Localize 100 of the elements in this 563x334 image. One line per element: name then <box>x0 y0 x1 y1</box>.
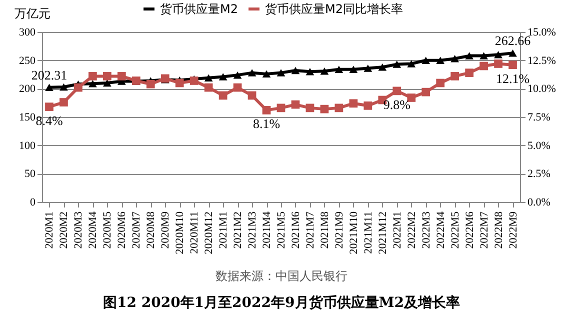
y2-tick-label: 0.0% <box>528 196 550 208</box>
x-tick-label: 2020M5 <box>102 211 114 249</box>
point <box>306 68 314 76</box>
x-tick-label: 2022M6 <box>464 211 476 249</box>
point <box>392 60 402 68</box>
point <box>175 78 184 88</box>
data-label: 202.31 <box>31 67 68 82</box>
y2-tick-label: 12.5% <box>528 54 556 67</box>
point <box>218 91 228 100</box>
point <box>407 60 416 68</box>
x-tick-label: 2020M4 <box>87 211 100 249</box>
x-tick-label: 2020M9 <box>160 211 172 249</box>
y-tick-label: 300 <box>19 26 36 38</box>
y-tick-label: 200 <box>19 83 36 96</box>
source-note: 数据来源：中国人民银行 <box>214 268 348 285</box>
point <box>378 64 387 71</box>
point <box>334 66 344 74</box>
point <box>45 102 54 111</box>
point <box>494 51 502 58</box>
point <box>262 106 271 114</box>
x-tick-label: 2020M6 <box>116 211 128 249</box>
y2-tick-label: 5.0% <box>528 140 550 152</box>
y-tick-label: 0 <box>30 196 36 208</box>
point <box>364 64 372 72</box>
point <box>233 83 242 92</box>
point <box>422 88 430 96</box>
point <box>60 98 68 106</box>
text: 图12 2020年1月至2022年9月货币供应量M2及增长率 <box>102 294 461 312</box>
y-tick-label: 250 <box>19 54 36 67</box>
point <box>248 69 256 76</box>
data-label: 12.1% <box>496 70 530 86</box>
x-tick-label: 2021M6 <box>290 211 302 249</box>
x-tick-label: 2021M10 <box>348 211 360 254</box>
point <box>364 101 372 110</box>
x-tick-label: 2021M9 <box>333 211 346 249</box>
point <box>508 50 517 57</box>
x-tick-label: 2020M10 <box>174 211 186 254</box>
point <box>45 84 54 91</box>
point <box>218 73 228 80</box>
point <box>320 104 329 114</box>
point <box>349 66 358 74</box>
x-tick-label: 2021M7 <box>304 211 316 249</box>
y-tick-label: 50 <box>24 168 36 180</box>
point <box>392 86 402 96</box>
y2-tick-label: 15.0% <box>528 26 556 38</box>
point <box>88 80 97 88</box>
point <box>450 55 459 62</box>
point <box>494 60 502 68</box>
point <box>436 56 445 64</box>
point <box>422 56 430 64</box>
point <box>88 72 97 80</box>
x-tick-label: 2021M8 <box>318 211 331 249</box>
x-tick-label: 2020M7 <box>130 211 143 249</box>
point <box>117 72 126 80</box>
y-tick-label: 100 <box>19 140 36 152</box>
legend-label: 货币供应量M2同比增长率 <box>265 2 403 16</box>
point <box>204 83 213 92</box>
point <box>465 52 474 60</box>
point <box>291 66 300 74</box>
point <box>480 52 488 60</box>
x-tick-label: 2021M12 <box>376 212 389 254</box>
x-tick-label: 2022M8 <box>492 211 505 249</box>
y-tick-label: 150 <box>19 112 36 124</box>
x-tick-label: 2022M3 <box>420 211 432 249</box>
legend-label: 货币供应量M2 <box>160 2 238 16</box>
point <box>60 83 68 91</box>
point <box>450 72 459 80</box>
point <box>349 99 358 108</box>
data-label: 8.4% <box>36 112 63 128</box>
point <box>465 68 474 77</box>
x-tick-label: 2020M2 <box>58 212 70 249</box>
x-tick-label: 2020M1 <box>44 212 56 249</box>
data-label: 8.1% <box>252 116 280 132</box>
point <box>334 104 344 112</box>
y2-tick-label: 2.5% <box>528 168 550 180</box>
x-tick-label: 2021M2 <box>232 212 244 249</box>
point <box>508 60 517 70</box>
point <box>248 91 256 100</box>
x-tick-label: 2022M7 <box>478 211 490 249</box>
x-tick-label: 2022M2 <box>406 212 418 249</box>
point <box>276 104 286 112</box>
x-tick-label: 2020M11 <box>188 212 201 254</box>
x-tick-label: 2022M9 <box>507 211 520 249</box>
point <box>262 70 271 78</box>
x-tick-label: 2020M12 <box>203 212 216 254</box>
point <box>204 74 213 82</box>
x-tick-label: 2020M8 <box>145 211 158 249</box>
point <box>146 80 155 88</box>
point <box>291 100 300 109</box>
x-tick-label: 2021M1 <box>218 212 230 249</box>
y2-tick-label: 10.0% <box>528 83 556 96</box>
x-tick-label: 2021M3 <box>246 211 259 249</box>
x-tick-label: 2020M3 <box>72 211 85 249</box>
point <box>407 94 416 102</box>
point <box>306 104 314 112</box>
point <box>276 69 286 76</box>
point <box>103 72 112 80</box>
point <box>436 78 445 88</box>
x-tick-label: 2021M5 <box>276 211 288 249</box>
x-tick-label: 2022M5 <box>449 211 462 249</box>
